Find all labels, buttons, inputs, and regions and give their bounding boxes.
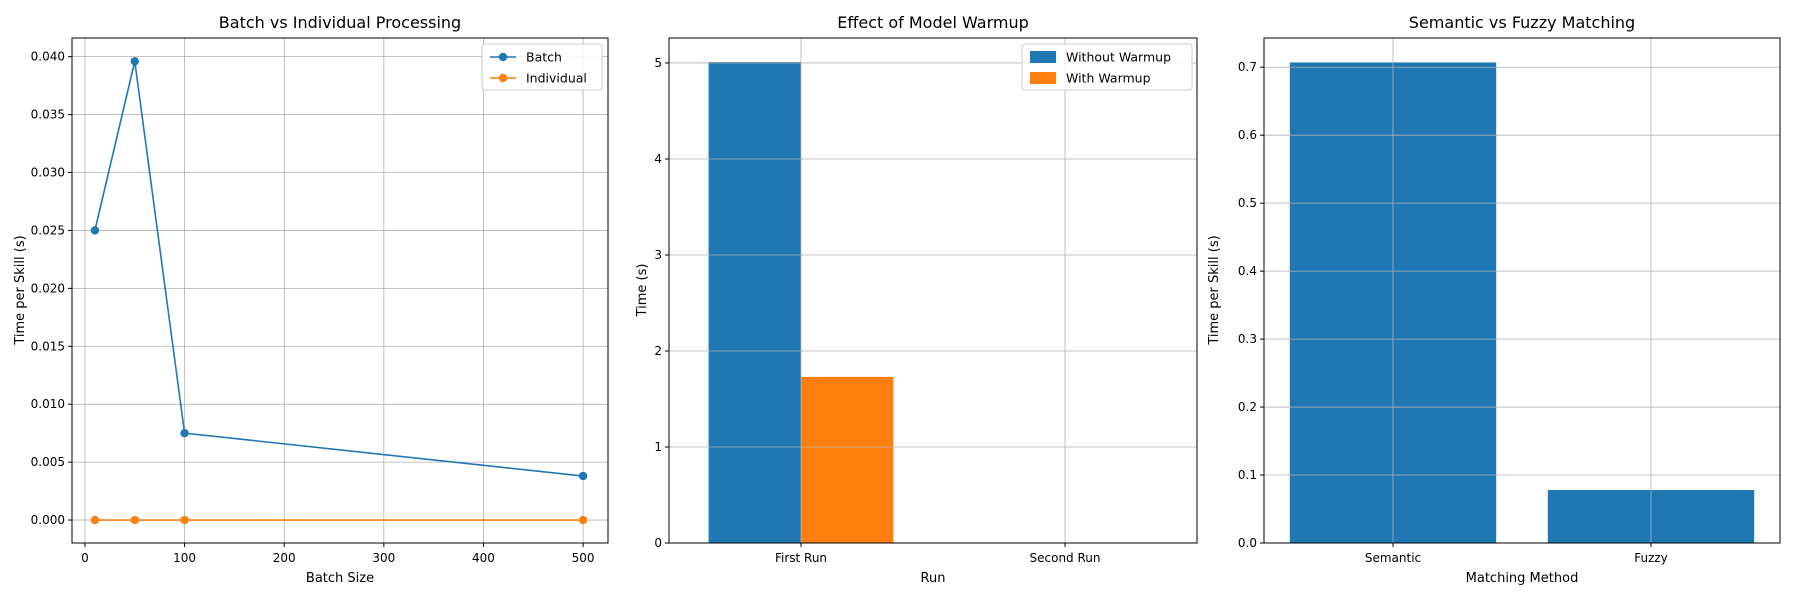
data-point-individual — [130, 515, 139, 525]
legend-box — [1021, 43, 1193, 91]
x-axis-label: Batch Size — [306, 571, 374, 586]
axis-ticks: 0 100 200 300 400 500 0.000 0.005 0.010 0.015 0.02… — [31, 50, 595, 565]
bars — [1289, 62, 1755, 543]
bar-without-warmup — [708, 62, 801, 544]
data-point-batch — [578, 471, 588, 481]
y-tick-label: 0.4 — [1238, 264, 1257, 278]
series-lines — [90, 57, 588, 525]
data-point-batch — [90, 226, 100, 235]
data-point-batch — [180, 428, 189, 438]
y-tick-label: 0.1 — [1238, 468, 1257, 482]
y-tick-label: 0.040 — [31, 50, 65, 64]
x-tick-label: Second Run — [1030, 551, 1101, 565]
y-tick-label: 0.7 — [1238, 60, 1257, 74]
y-tick-label: 0.025 — [31, 223, 65, 237]
y-tick-label: 0.005 — [31, 455, 65, 469]
grid-lines — [72, 38, 608, 543]
y-tick-label: 5 — [654, 56, 662, 70]
x-tick-label: 400 — [472, 551, 495, 565]
x-tick-label: 200 — [273, 551, 296, 565]
y-tick-label: 4 — [654, 152, 662, 166]
chart-semantic-vs-fuzzy: 0.0 0.1 0.2 0.3 0.4 0.5 0.6 0.7 Semantic Fuzzy Se… — [1207, 13, 1781, 586]
chart-title: Batch vs Individual Processing — [219, 13, 461, 32]
plot-frame — [1263, 37, 1781, 544]
x-axis-label: Run — [921, 571, 946, 586]
y-tick-label: 1 — [654, 440, 662, 454]
y-tick-label: 0.000 — [31, 513, 65, 527]
chart-title: Effect of Model Warmup — [837, 13, 1029, 32]
y-axis-label: Time per Skill (s) — [13, 235, 28, 345]
y-tick-label: 0.3 — [1238, 332, 1257, 346]
chart-batch-vs-individual: 0 100 200 300 400 500 0.000 0.005 0.010 0.015 0.02… — [13, 13, 609, 586]
chart-model-warmup: First Run Second Run 0 1 2 3 4 5 Effect of Mode… — [635, 13, 1198, 586]
legend: Batch Individual — [481, 43, 603, 91]
y-tick-label: 2 — [654, 344, 662, 358]
y-tick-label: 0.035 — [31, 108, 65, 122]
chart-title: Semantic vs Fuzzy Matching — [1409, 13, 1635, 32]
x-tick-label: 100 — [173, 551, 196, 565]
x-tick-label: First Run — [775, 551, 827, 565]
y-tick-label: 0.5 — [1238, 196, 1257, 210]
y-tick-label: 0.2 — [1238, 400, 1257, 414]
legend-label: Individual — [526, 71, 587, 86]
y-tick-label: 0.015 — [31, 339, 65, 353]
bars — [708, 62, 894, 544]
data-point-individual — [180, 515, 189, 525]
bar-with-warmup — [801, 376, 894, 543]
x-tick-label: 500 — [572, 551, 595, 565]
x-tick-label: Semantic — [1365, 551, 1421, 565]
plot-frame — [71, 37, 609, 544]
axis-ticks: First Run Second Run 0 1 2 3 4 5 — [654, 56, 1100, 565]
legend-label: Batch — [526, 50, 562, 65]
y-axis-label: Time per Skill (s) — [1207, 235, 1222, 345]
axis-ticks: 0.0 0.1 0.2 0.3 0.4 0.5 0.6 0.7 Semantic Fuzzy — [1238, 60, 1668, 565]
legend-swatch — [1030, 72, 1056, 84]
legend: Without Warmup With Warmup — [1021, 43, 1193, 91]
legend-marker — [498, 52, 508, 62]
y-tick-label: 0.6 — [1238, 128, 1257, 142]
y-tick-label: 0.010 — [31, 397, 65, 411]
y-tick-label: 0 — [654, 536, 662, 550]
y-axis-label: Time (s) — [635, 264, 650, 318]
series-line-batch — [94, 61, 584, 477]
legend-marker — [498, 73, 508, 83]
y-tick-label: 0.030 — [31, 165, 65, 179]
plot-frame — [668, 37, 1198, 544]
x-tick-label: 300 — [372, 551, 395, 565]
y-tick-label: 0.0 — [1238, 536, 1257, 550]
data-point-batch — [130, 57, 139, 66]
data-point-individual — [90, 515, 100, 525]
y-tick-label: 3 — [654, 248, 662, 262]
data-point-individual — [578, 515, 588, 525]
x-tick-label: Fuzzy — [1634, 551, 1668, 565]
legend-swatch — [1030, 51, 1056, 63]
x-tick-label: 0 — [81, 551, 89, 565]
y-tick-label: 0.020 — [31, 281, 65, 295]
x-axis-label: Matching Method — [1466, 571, 1579, 586]
legend-label: Without Warmup — [1066, 50, 1171, 65]
legend-label: With Warmup — [1066, 71, 1151, 86]
